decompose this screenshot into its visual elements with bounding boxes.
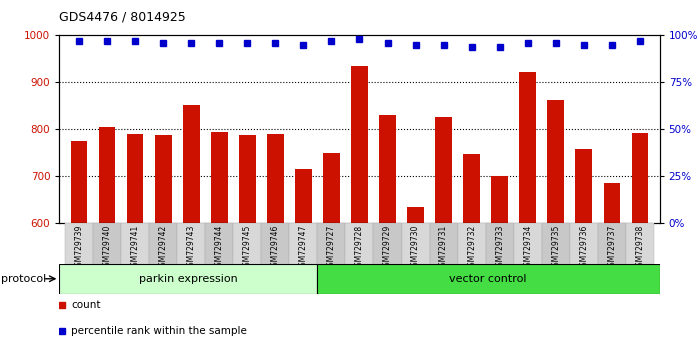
Bar <box>373 223 401 264</box>
Bar <box>346 223 373 264</box>
Bar <box>70 141 87 354</box>
Bar <box>93 223 121 264</box>
Bar <box>267 134 283 354</box>
Text: GSM729735: GSM729735 <box>551 225 560 272</box>
Bar <box>59 264 317 294</box>
Text: percentile rank within the sample: percentile rank within the sample <box>71 326 247 336</box>
Text: GSM729730: GSM729730 <box>411 225 420 272</box>
Bar <box>205 223 233 264</box>
Bar <box>379 115 396 354</box>
Text: GSM729738: GSM729738 <box>635 225 644 271</box>
Bar <box>317 264 660 294</box>
Text: GSM729732: GSM729732 <box>467 225 476 271</box>
Text: GSM729731: GSM729731 <box>439 225 448 271</box>
Bar <box>177 223 205 264</box>
Bar <box>598 223 626 264</box>
Text: GSM729733: GSM729733 <box>495 225 504 272</box>
Bar <box>233 223 261 264</box>
Text: GSM729741: GSM729741 <box>131 225 140 271</box>
Bar <box>436 117 452 354</box>
Bar <box>295 169 312 354</box>
Text: GSM729736: GSM729736 <box>579 225 588 272</box>
Bar <box>463 154 480 354</box>
Text: GSM729746: GSM729746 <box>271 225 280 272</box>
Bar <box>323 153 340 354</box>
Bar <box>318 223 346 264</box>
Text: GSM729739: GSM729739 <box>75 225 84 272</box>
Text: parkin expression: parkin expression <box>139 274 237 284</box>
Bar <box>626 223 654 264</box>
Bar <box>542 223 570 264</box>
Bar <box>149 223 177 264</box>
Text: GSM729747: GSM729747 <box>299 225 308 272</box>
Bar <box>351 66 368 354</box>
Text: count: count <box>71 300 101 310</box>
Bar <box>604 183 621 354</box>
Bar <box>261 223 290 264</box>
Bar <box>98 127 115 354</box>
Bar <box>458 223 486 264</box>
Bar <box>211 132 228 354</box>
Bar <box>239 135 255 354</box>
Bar <box>183 105 200 354</box>
Bar <box>126 134 144 354</box>
Bar <box>401 223 429 264</box>
Bar <box>290 223 318 264</box>
Bar <box>570 223 598 264</box>
Bar <box>575 149 593 354</box>
Bar <box>632 133 648 354</box>
Bar <box>491 176 508 354</box>
Text: GSM729742: GSM729742 <box>158 225 168 271</box>
Text: GSM729729: GSM729729 <box>383 225 392 271</box>
Text: GSM729728: GSM729728 <box>355 225 364 271</box>
Bar <box>514 223 542 264</box>
Bar <box>547 100 564 354</box>
Text: protocol: protocol <box>1 274 47 284</box>
Bar <box>519 72 536 354</box>
Text: GSM729743: GSM729743 <box>186 225 195 272</box>
Text: GSM729745: GSM729745 <box>243 225 252 272</box>
Text: GSM729727: GSM729727 <box>327 225 336 271</box>
Text: GSM729740: GSM729740 <box>103 225 112 272</box>
Bar <box>155 135 172 354</box>
Bar <box>429 223 458 264</box>
Text: GSM729737: GSM729737 <box>607 225 616 272</box>
Bar <box>121 223 149 264</box>
Text: GDS4476 / 8014925: GDS4476 / 8014925 <box>59 11 186 24</box>
Bar <box>486 223 514 264</box>
Bar <box>65 223 93 264</box>
Text: GSM729744: GSM729744 <box>215 225 224 272</box>
Text: vector control: vector control <box>450 274 527 284</box>
Bar <box>407 207 424 354</box>
Text: GSM729734: GSM729734 <box>524 225 533 272</box>
